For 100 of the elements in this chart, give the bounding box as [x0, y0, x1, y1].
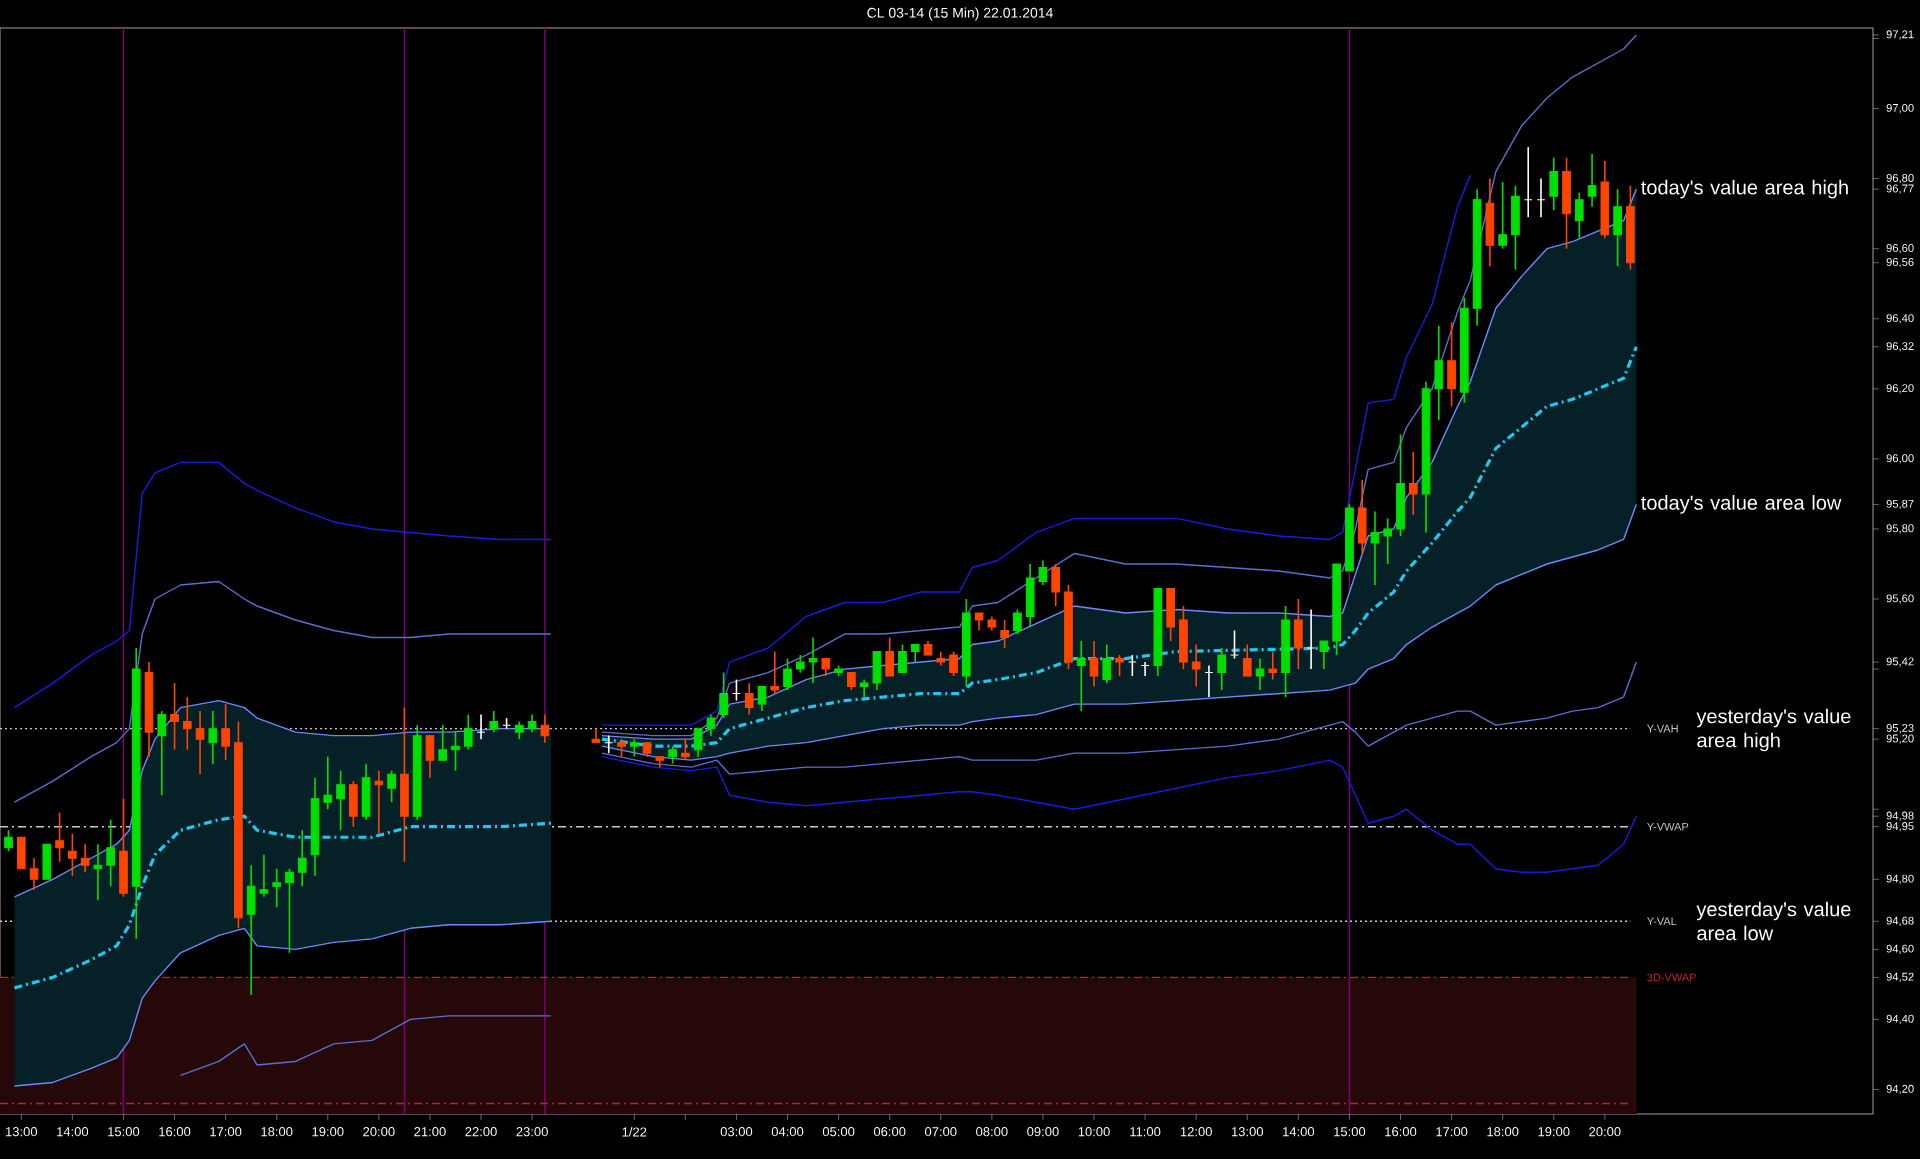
candlestick — [1089, 640, 1099, 688]
candlestick — [757, 685, 767, 712]
y-tick-label: 95,60 — [1886, 594, 1914, 604]
candlestick — [1383, 517, 1393, 565]
x-tick-label: 15:00 — [108, 1127, 140, 1137]
annotation: yesterday's value area low — [1696, 901, 1851, 941]
x-tick-label: 06:00 — [873, 1127, 906, 1137]
y-tick-label: 96,56 — [1886, 258, 1914, 268]
annotation: today's value area low — [1641, 495, 1842, 514]
candlestick — [1115, 654, 1124, 677]
x-tick-label: 12:00 — [1180, 1127, 1212, 1137]
candlestick — [1268, 650, 1278, 681]
candlestick — [259, 853, 269, 898]
candlestick — [1319, 640, 1329, 670]
y-tick-label: 96,40 — [1886, 314, 1914, 324]
candlestick — [297, 829, 307, 888]
y-tick-label: 94,60 — [1886, 944, 1914, 954]
x-tick-label: 09:00 — [1027, 1127, 1059, 1137]
y-tick-label: 95,23 — [1886, 724, 1914, 734]
x-tick-label: 16:00 — [1385, 1127, 1417, 1137]
candlestick — [221, 703, 230, 761]
candlestick — [681, 738, 690, 761]
y-tick-label: 94,68 — [1886, 916, 1914, 926]
y-tick-label: 95,80 — [1886, 524, 1914, 534]
x-tick-label: 13:00 — [6, 1127, 38, 1137]
candlestick — [1242, 643, 1252, 677]
candlestick — [80, 843, 90, 874]
y-tick-label: 94,98 — [1886, 811, 1914, 821]
candlestick — [208, 710, 218, 765]
x-tick-label: 13:00 — [1232, 1127, 1264, 1137]
x-tick-label: 08:00 — [976, 1127, 1008, 1137]
candlestick — [1102, 643, 1112, 684]
candlestick — [949, 650, 958, 677]
candlestick — [706, 713, 716, 737]
candlestick — [693, 727, 703, 758]
x-tick-label: 07:00 — [925, 1127, 957, 1137]
candlestick — [1255, 657, 1265, 691]
candlestick — [451, 731, 460, 772]
x-tick-label: 18:00 — [261, 1127, 293, 1137]
candlestick — [1498, 181, 1508, 250]
y-tick-label: 96,32 — [1886, 342, 1914, 352]
y-tick-label: 96,00 — [1886, 454, 1914, 464]
candlestick — [1076, 640, 1086, 712]
y-tick-label: 96,77 — [1886, 184, 1914, 194]
x-tick-label: 04:00 — [771, 1127, 804, 1137]
y-tick-label: 94,80 — [1886, 874, 1914, 884]
chart-title: CL 03-14 (15 Min) 22.01.2014 — [867, 7, 1053, 21]
x-tick-label: 18:00 — [1487, 1127, 1519, 1137]
candlestick — [1013, 608, 1022, 635]
x-tick-label: 22:00 — [465, 1127, 497, 1137]
candlestick — [1230, 629, 1239, 660]
ref-line-label: Y-VAH — [1647, 724, 1678, 733]
x-tick-label: 1/22 — [622, 1127, 647, 1137]
annotation: today's value area high — [1641, 179, 1848, 199]
candlestick — [29, 857, 39, 891]
x-tick-label: 20:00 — [1589, 1127, 1621, 1137]
candlestick — [1038, 559, 1048, 586]
candlestick — [438, 724, 448, 761]
x-tick-label: 05:00 — [822, 1127, 855, 1137]
y-tick-label: 96,80 — [1886, 174, 1914, 184]
candlestick — [719, 671, 728, 719]
candlestick — [783, 657, 792, 691]
candlestick — [387, 769, 396, 803]
y-tick-label: 97,00 — [1886, 103, 1914, 114]
x-tick-label: 23:00 — [516, 1127, 548, 1137]
x-tick-label: 11:00 — [1130, 1127, 1161, 1137]
candlestick — [285, 867, 294, 954]
candlestick — [374, 769, 384, 835]
candlestick — [157, 710, 167, 796]
x-tick-label: 10:00 — [1078, 1127, 1110, 1137]
candlestick — [808, 636, 818, 684]
x-tick-label: 19:00 — [312, 1127, 344, 1137]
candlestick — [770, 650, 780, 695]
x-tick-label: 17:00 — [210, 1127, 242, 1137]
candlestick — [744, 682, 754, 716]
y-tick-label: 94,40 — [1886, 1014, 1914, 1025]
candlestick — [55, 811, 64, 863]
y-tick-label: 94,95 — [1886, 822, 1914, 832]
candlestick — [1370, 510, 1380, 586]
x-tick-label: 16:00 — [159, 1127, 191, 1137]
y-tick-label: 94,52 — [1886, 972, 1914, 982]
candlestick — [489, 710, 499, 733]
x-tick-label: 14:00 — [1283, 1127, 1315, 1137]
candlestick — [463, 713, 473, 751]
candlestick — [898, 643, 907, 674]
annotation: yesterday's value area high — [1696, 708, 1851, 752]
candlestick — [540, 713, 550, 744]
x-tick-label: 15:00 — [1334, 1127, 1366, 1137]
candlestick — [272, 867, 282, 909]
candlestick — [182, 696, 192, 751]
candlestick — [1574, 191, 1584, 239]
candlestick — [323, 755, 333, 811]
y-tick-label: 95,42 — [1886, 657, 1914, 667]
candlestick — [68, 832, 77, 877]
y-tick-label: 95,87 — [1886, 499, 1914, 510]
y-tick-label: 95,20 — [1886, 734, 1914, 744]
candlestick — [93, 843, 103, 902]
candlestick — [476, 713, 486, 740]
candlestick — [170, 682, 179, 751]
x-tick-label: 14:00 — [57, 1127, 89, 1137]
